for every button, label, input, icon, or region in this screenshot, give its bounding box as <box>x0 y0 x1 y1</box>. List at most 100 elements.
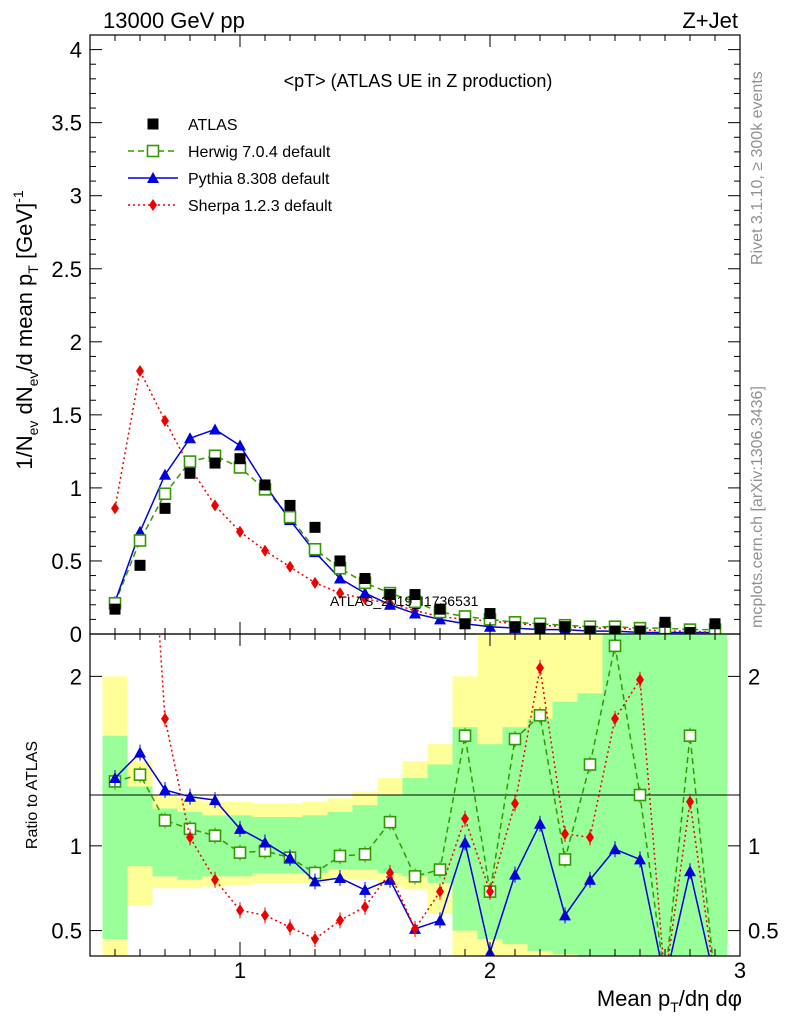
sherpa-main-point <box>261 544 269 557</box>
pythia-main-point <box>359 587 371 599</box>
sherpa-ratio-point <box>336 914 344 927</box>
herwig-ratio-point <box>408 870 422 883</box>
atlas-legend-marker <box>147 118 159 130</box>
sherpa-ratio-point <box>511 797 519 810</box>
header-right-label: Z+Jet <box>682 8 738 33</box>
mcplots-source-note: mcplots.cern.ch [arXiv:1306.3436] <box>749 386 766 628</box>
herwig-ratio-point <box>333 849 347 863</box>
sherpa-legend-marker <box>149 199 157 211</box>
ratio-band-inner <box>452 727 478 931</box>
herwig-ratio-point <box>358 848 372 861</box>
atlas-main-point <box>109 603 121 615</box>
pythia-ratio-point <box>634 853 646 865</box>
herwig-legend-marker <box>146 144 160 158</box>
sherpa-ratio-point <box>236 904 244 917</box>
herwig-legend-label: Herwig 7.0.4 default <box>188 144 331 161</box>
herwig-ratio-point <box>233 846 247 859</box>
herwig-ratio-point <box>608 639 622 653</box>
atlas-main-point <box>234 453 246 465</box>
main-panel: 0 0.5 1 1.5 2 2.5 3 3.5 4 <pT> (ATLAS UE in Z pr… <box>51 34 741 647</box>
atlas-main-point <box>709 618 721 630</box>
pythia-ratio-point <box>359 883 371 895</box>
pythia-ratio-point <box>459 836 471 848</box>
x-tick-label: 1 <box>234 958 246 983</box>
pythia-main-point <box>159 468 171 480</box>
pythia-main-point <box>234 439 246 451</box>
ratio-y-tick-label: 2 <box>70 664 82 689</box>
sherpa-ratio-point <box>636 673 644 686</box>
ratio-y-tick-label: 1 <box>70 834 82 859</box>
sherpa-ratio-point <box>611 712 619 725</box>
atlas-main-point <box>334 555 346 567</box>
pythia-main-point <box>409 607 421 619</box>
main-axes-layer: 0 0.5 1 1.5 2 2.5 3 3.5 4 <box>51 35 740 647</box>
main-y-tick-label: 3.5 <box>51 111 82 136</box>
sherpa-ratio-point <box>161 712 169 725</box>
watermark: ATLAS_2019_I1736531 <box>330 593 479 609</box>
pythia-main-point <box>334 572 346 584</box>
ratio-band-inner <box>202 815 228 877</box>
atlas-main-point <box>659 616 671 628</box>
ratio-panel: 0.5 0.5 1 1 2 2 1 2 3 <box>51 633 779 983</box>
herwig-main-point <box>308 542 322 556</box>
ratio-y-tick-label: 0.5 <box>51 919 82 944</box>
herwig-main-point <box>158 487 172 501</box>
pythia-ratio-point <box>334 872 346 884</box>
pythia-ratio-point <box>109 772 121 784</box>
sherpa-ratio-point <box>186 831 194 844</box>
main-y-tick-label: 1 <box>70 476 82 501</box>
main-y-tick-label: 2.5 <box>51 257 82 282</box>
pythia-main-point <box>134 525 146 537</box>
herwig-ratio-point <box>533 709 547 722</box>
ratio-series-layer <box>108 634 714 956</box>
herwig-ratio-point <box>558 853 572 866</box>
sherpa-ratio-point <box>311 933 319 946</box>
sherpa-main-point <box>311 576 319 589</box>
herwig-ratio-point <box>208 829 222 842</box>
ratio-band-inner <box>302 815 328 873</box>
pythia-ratio-point <box>259 836 271 848</box>
sherpa-ratio-point <box>486 885 494 898</box>
herwig-ratio-point <box>133 768 147 781</box>
pythia-ratio-point <box>609 843 621 855</box>
pythia-ratio-point <box>509 868 521 880</box>
main-y-tick-label: 0 <box>70 622 82 647</box>
pythia-ratio-point <box>284 851 296 863</box>
pythia-ratio-point <box>559 909 571 921</box>
atlas-main-point <box>459 618 471 630</box>
pythia-legend-label: Pythia 8.308 default <box>188 171 330 188</box>
sherpa-ratio-point <box>586 831 594 844</box>
atlas-main-point <box>409 589 421 601</box>
main-y-tick-label: 0.5 <box>51 549 82 574</box>
pythia-ratio-point <box>234 822 246 834</box>
pythia-legend-marker <box>147 172 159 183</box>
ratio-band-inner <box>577 693 603 956</box>
sherpa-ratio-point <box>686 795 694 808</box>
x-tick-label: 3 <box>734 958 746 983</box>
pythia-main-point <box>184 432 196 444</box>
ratio-band-inner <box>402 778 428 877</box>
sherpa-main-point <box>336 587 344 600</box>
herwig-main-point <box>133 534 147 547</box>
herwig-ratio-point <box>508 732 522 746</box>
sherpa-ratio-point <box>386 866 394 879</box>
x-axis-label: Mean pT/dη dφ <box>597 986 742 1015</box>
pythia-main-point <box>434 613 446 625</box>
header-left-label: 13000 GeV pp <box>103 8 245 33</box>
herwig-ratio-point <box>458 729 472 742</box>
sherpa-ratio-point <box>436 885 444 898</box>
atlas-main-point <box>359 572 371 584</box>
sherpa-ratio-point <box>461 812 469 825</box>
atlas-main-point <box>559 621 571 633</box>
main-y-axis-label: 1/Nev dNev/d mean pT [GeV]-1 <box>10 190 41 470</box>
atlas-main-point <box>284 499 296 511</box>
main-series-layer <box>108 365 722 639</box>
main-y-tick-label: 4 <box>70 38 82 63</box>
sherpa-main-point <box>136 365 144 378</box>
ratio-band-inner <box>102 735 128 940</box>
atlas-main-point <box>209 457 221 469</box>
herwig-main-point <box>183 455 197 468</box>
main-y-tick-label: 3 <box>70 184 82 209</box>
pythia-ratio-point <box>159 783 171 795</box>
